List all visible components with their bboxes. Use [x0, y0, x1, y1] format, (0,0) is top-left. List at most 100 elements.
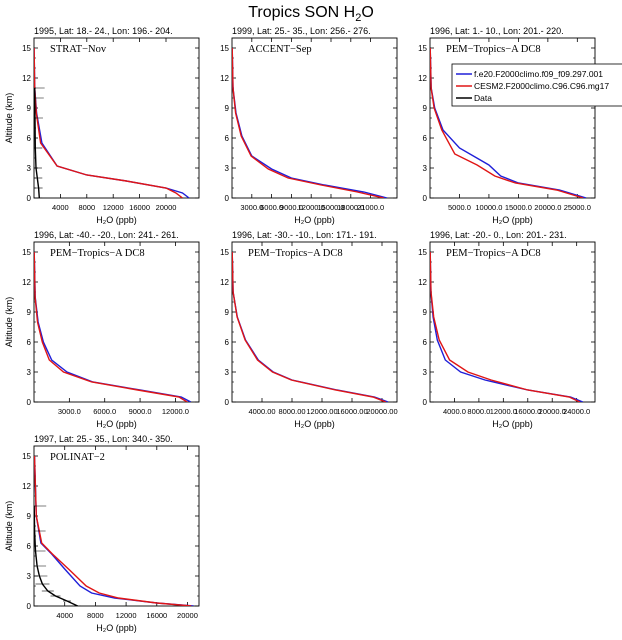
y-tick-label: 12 — [418, 278, 427, 287]
x-axis-label: H₂O (ppb) — [294, 215, 335, 225]
x-tick-label: 12000.0 — [490, 407, 517, 416]
x-axis-label: H₂O (ppb) — [492, 215, 533, 225]
campaign-label: STRAT−Nov — [50, 44, 107, 55]
x-tick-label: 25000.0 — [564, 203, 591, 212]
figure-title: Tropics SON H2O — [248, 4, 374, 24]
y-tick-label: 15 — [220, 248, 229, 257]
y-tick-label: 15 — [220, 44, 229, 53]
chart-panel-6: 1996, Lat: -20.- 0., Lon: 201.- 231. 0 3 6 9… — [418, 230, 596, 429]
y-tick-label: 12 — [22, 74, 31, 83]
series-line-model-1 — [232, 47, 388, 198]
x-tick-label: 20000.0 — [534, 203, 561, 212]
x-tick-label: 20000.00 — [366, 407, 397, 416]
panels-group: 1995, Lat: 18.- 24., Lon: 196.- 204. 0 3 6 9… — [4, 26, 596, 633]
series-line-model-1 — [232, 251, 389, 402]
chart-panel-7: 1997, Lat: 25.- 35., Lon: 340.- 350. 0 3 6 9… — [4, 434, 200, 633]
chart-panel-2: 1999, Lat: 25.- 35., Lon: 256.- 276. 0 3 6 9… — [220, 26, 398, 225]
y-tick-label: 0 — [225, 398, 230, 407]
panel-header: 1996, Lat: -30.- -10., Lon: 171.- 191. — [232, 230, 377, 240]
y-tick-label: 15 — [22, 44, 31, 53]
x-tick-label: 20000 — [177, 611, 198, 620]
y-tick-label: 15 — [418, 44, 427, 53]
x-tick-label: 16000.00 — [336, 407, 367, 416]
y-tick-label: 6 — [423, 134, 428, 143]
x-tick-label: 8000.0 — [467, 407, 490, 416]
x-tick-label: 12000.00 — [306, 407, 337, 416]
panel-header: 1999, Lat: 25.- 35., Lon: 256.- 276. — [232, 26, 371, 36]
y-tick-label: 6 — [27, 338, 32, 347]
chart-panel-5: 1996, Lat: -30.- -10., Lon: 171.- 191. 0 3… — [220, 230, 398, 429]
x-axis-label: H₂O (ppb) — [492, 419, 533, 429]
y-tick-label: 9 — [27, 104, 32, 113]
plot-frame — [231, 37, 398, 199]
x-tick-label: 16000 — [146, 611, 167, 620]
series-line-model-1 — [34, 47, 190, 198]
legend-label: Data — [474, 93, 492, 103]
y-tick-label: 3 — [423, 368, 428, 377]
legend-label: f.e20.F2000climo.f09_f09.297.001 — [474, 69, 603, 79]
y-tick-label: 9 — [225, 104, 230, 113]
y-tick-label: 3 — [225, 368, 230, 377]
x-tick-label: 9000.0 — [129, 407, 152, 416]
x-tick-label: 16000.0 — [514, 407, 541, 416]
y-tick-label: 6 — [225, 338, 230, 347]
plot-frame — [33, 37, 200, 199]
y-tick-label: 15 — [22, 452, 31, 461]
x-tick-label: 12000 — [116, 611, 137, 620]
figure-title-main: Tropics SON H — [248, 4, 355, 21]
panel-header: 1996, Lat: -20.- 0., Lon: 201.- 231. — [430, 230, 567, 240]
series-line-model-2 — [430, 47, 584, 198]
series-line-model-1 — [430, 251, 584, 402]
y-tick-label: 3 — [27, 368, 32, 377]
series-line-model-2 — [34, 455, 192, 606]
y-tick-label: 9 — [27, 308, 32, 317]
x-tick-label: 16000 — [129, 203, 150, 212]
series-line-model-1 — [34, 251, 192, 402]
y-tick-label: 9 — [423, 308, 428, 317]
x-tick-label: 9000.0 — [280, 203, 303, 212]
y-tick-label: 12 — [220, 74, 229, 83]
x-tick-label: 15000.0 — [317, 203, 344, 212]
y-tick-label: 3 — [423, 164, 428, 173]
chart-panel-3: 1996, Lat: 1.- 10., Lon: 201.- 220. 0 3 6 9 1… — [418, 26, 596, 225]
x-tick-label: 10000.0 — [475, 203, 502, 212]
y-axis-label: Altitude (km) — [4, 501, 14, 552]
series-line-model-2 — [34, 47, 183, 198]
y-tick-label: 3 — [27, 572, 32, 581]
legend: f.e20.F2000climo.f09_f09.297.001 CESM2.F2… — [451, 63, 622, 107]
campaign-label: PEM−Tropics−A DC8 — [446, 248, 541, 259]
x-tick-label: 4000 — [52, 203, 69, 212]
campaign-label: PEM−Tropics−A DC8 — [248, 248, 343, 259]
plot-frame — [429, 241, 596, 403]
y-tick-label: 3 — [27, 164, 32, 173]
plot-frame — [33, 241, 200, 403]
y-tick-label: 12 — [418, 74, 427, 83]
x-tick-label: 4000.0 — [443, 407, 466, 416]
series-line-model-2 — [430, 251, 581, 402]
chart-panel-4: 1996, Lat: -40.- -20., Lon: 241.- 261. 0 3… — [4, 230, 200, 429]
y-tick-label: 0 — [27, 194, 32, 203]
series-line-data — [34, 505, 78, 606]
chart-panel-1: 1995, Lat: 18.- 24., Lon: 196.- 204. 0 3 6 9… — [4, 26, 200, 225]
y-tick-label: 9 — [225, 308, 230, 317]
panel-header: 1997, Lat: 25.- 35., Lon: 340.- 350. — [34, 434, 173, 444]
y-tick-label: 12 — [22, 278, 31, 287]
campaign-label: PEM−Tropics−A DC8 — [50, 248, 145, 259]
x-axis-label: H₂O (ppb) — [96, 419, 137, 429]
y-tick-label: 0 — [423, 194, 428, 203]
plot-frame — [429, 37, 596, 199]
y-tick-label: 0 — [27, 602, 32, 611]
legend-label: CESM2.F2000climo.C96.C96.mg17 — [474, 81, 609, 91]
campaign-label: ACCENT−Sep — [248, 44, 312, 55]
y-tick-label: 12 — [22, 482, 31, 491]
figure-title-subscript: 2 — [355, 12, 361, 24]
x-axis-label: H₂O (ppb) — [96, 215, 137, 225]
x-tick-label: 21000.0 — [357, 203, 384, 212]
x-axis-label: H₂O (ppb) — [294, 419, 335, 429]
y-tick-label: 9 — [423, 104, 428, 113]
x-tick-label: 4000 — [56, 611, 73, 620]
x-tick-label: 4000.00 — [248, 407, 275, 416]
figure-title-end: O — [361, 4, 373, 21]
x-tick-label: 20000.0 — [539, 407, 566, 416]
